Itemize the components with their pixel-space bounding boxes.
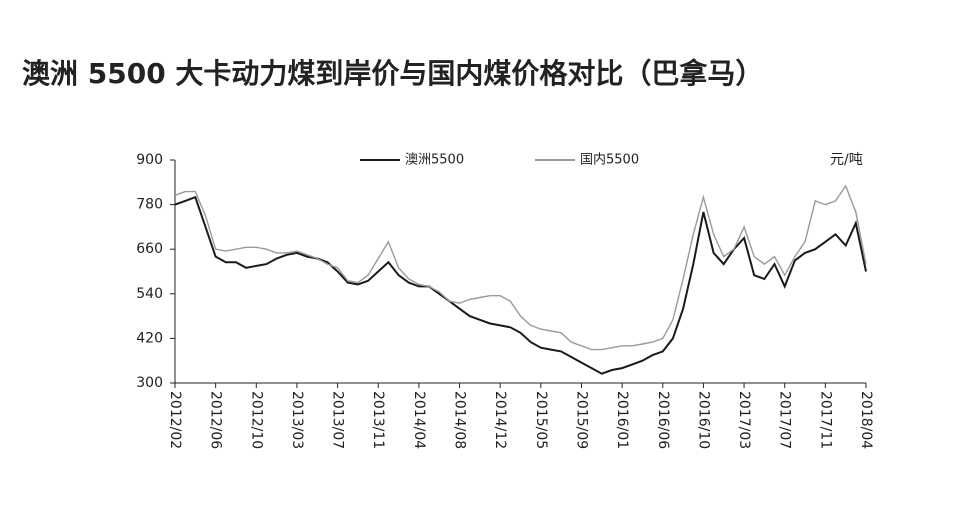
y-tick-label: 900 — [136, 152, 163, 168]
x-tick-label: 2013/07 — [330, 391, 346, 449]
legend-label: 澳洲5500 — [405, 152, 464, 168]
y-tick-label: 660 — [136, 241, 163, 257]
x-tick-label: 2013/03 — [289, 391, 305, 449]
x-tick-label: 2016/01 — [614, 391, 630, 449]
x-tick-label: 2015/05 — [533, 391, 549, 449]
y-tick-label: 780 — [136, 197, 163, 213]
y-tick-label: 420 — [136, 330, 163, 346]
x-tick-label: 2017/11 — [817, 391, 833, 449]
series-line — [174, 195, 867, 375]
x-tick-label: 2013/11 — [370, 391, 386, 449]
x-tick-label: 2016/06 — [655, 391, 671, 449]
x-tick-label: 2014/08 — [452, 391, 468, 449]
y-tick-label: 300 — [136, 375, 163, 391]
x-tick-label: 2012/02 — [167, 391, 183, 449]
x-tick-label: 2014/12 — [492, 391, 508, 449]
y-tick-label: 540 — [136, 286, 163, 302]
x-tick-label: 2012/06 — [208, 391, 224, 449]
chart-title: 澳洲 5500 大卡动力煤到岸价与国内煤价格对比（巴拿马） — [22, 57, 763, 90]
x-tick-label: 2018/04 — [858, 391, 874, 449]
x-tick-label: 2016/10 — [695, 391, 711, 449]
x-tick-label: 2015/09 — [573, 391, 589, 449]
legend-label: 国内5500 — [580, 152, 639, 168]
x-tick-label: 2012/10 — [248, 391, 264, 449]
x-tick-label: 2017/03 — [736, 391, 752, 449]
series-line — [174, 184, 867, 351]
y-unit: 元/吨 — [830, 152, 863, 168]
x-tick-label: 2014/04 — [411, 391, 427, 449]
x-tick-label: 2017/07 — [777, 391, 793, 449]
